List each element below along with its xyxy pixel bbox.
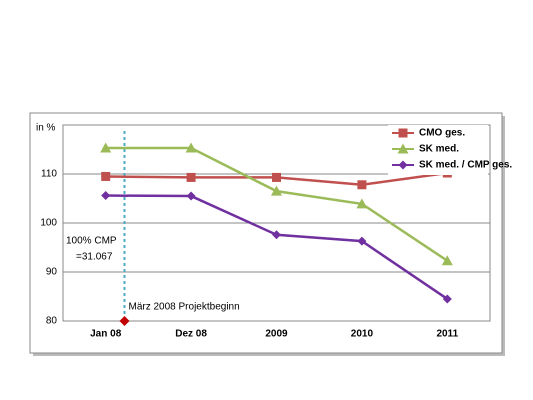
legend-label: CMO ges. xyxy=(419,128,465,139)
legend-label: SK med. xyxy=(419,144,459,155)
note: 100% CMP xyxy=(66,236,117,247)
point xyxy=(101,171,111,181)
point xyxy=(398,128,408,138)
point xyxy=(397,143,409,154)
point xyxy=(186,191,196,201)
point xyxy=(357,236,367,246)
point xyxy=(356,198,368,209)
point xyxy=(271,185,282,196)
point xyxy=(185,142,197,153)
point xyxy=(272,230,281,240)
y-tick-label: 80 xyxy=(46,316,58,327)
y-tick-label: 110 xyxy=(41,169,57,180)
point xyxy=(186,172,196,182)
legend-label: SK med. / CMP ges. xyxy=(419,160,512,171)
point xyxy=(398,160,408,170)
note: =31.067 xyxy=(76,252,113,263)
y-tick-label: 100 xyxy=(40,218,57,229)
start-label: März 2008 Projektbeginn xyxy=(128,302,239,313)
point xyxy=(272,172,281,182)
x-tick-label: Dez 08 xyxy=(175,329,207,340)
x-tick-label: Jan 08 xyxy=(90,329,122,340)
point xyxy=(442,294,452,304)
y-tick-label: 90 xyxy=(46,267,58,278)
point xyxy=(100,142,112,153)
y-axis-label: in % xyxy=(36,123,56,134)
x-tick-label: 2009 xyxy=(265,329,288,340)
point xyxy=(101,191,111,201)
x-tick-label: 2011 xyxy=(436,329,458,340)
x-tick-label: 2010 xyxy=(351,329,374,340)
point xyxy=(441,255,453,266)
point xyxy=(357,180,367,190)
start-marker xyxy=(119,316,130,326)
